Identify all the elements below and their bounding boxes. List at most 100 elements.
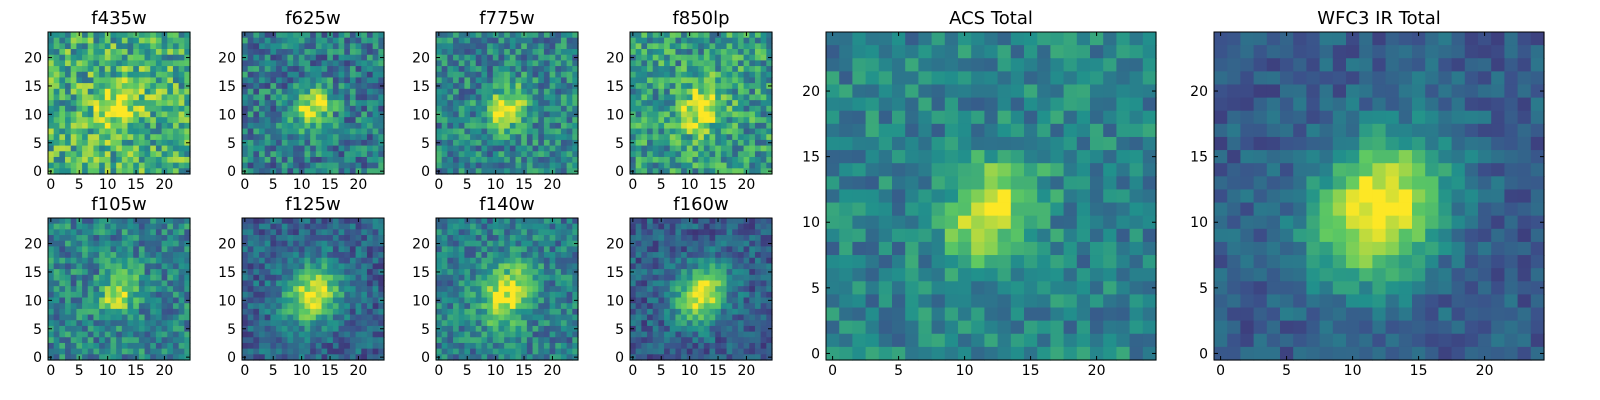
pixel (372, 134, 379, 141)
pixel (155, 88, 163, 96)
pixel (532, 337, 539, 344)
pixel (53, 32, 60, 39)
pixel (99, 286, 106, 293)
pixel (521, 342, 528, 350)
pixel (760, 43, 767, 50)
pixel (566, 151, 573, 158)
pixel (560, 325, 568, 333)
pixel (566, 43, 573, 50)
pixel (720, 94, 728, 101)
pixel (70, 223, 77, 230)
pixel (87, 162, 95, 169)
pixel (635, 83, 642, 90)
pixel (161, 49, 168, 56)
pixel (635, 94, 642, 101)
pixel (458, 83, 465, 90)
pixel (127, 88, 134, 96)
pixel (566, 156, 573, 164)
pixel (709, 246, 716, 253)
pixel (692, 223, 699, 230)
pixel (293, 111, 300, 118)
pixel (675, 49, 682, 56)
pixel (487, 43, 494, 50)
pixel (458, 128, 465, 135)
pixel (464, 88, 471, 96)
pixel (298, 246, 306, 253)
pixel (760, 168, 767, 175)
pixel (321, 235, 328, 242)
pixel (538, 94, 545, 101)
pixel (138, 145, 146, 152)
pixel (270, 246, 277, 253)
pixel (155, 229, 163, 236)
pixel (498, 43, 505, 50)
pixel (675, 162, 682, 169)
pixel (726, 128, 733, 135)
pixel (464, 105, 471, 113)
pixel (709, 218, 716, 225)
pixel (737, 297, 745, 304)
pixel (172, 32, 180, 39)
pixel (641, 229, 648, 236)
pixel (178, 342, 185, 350)
pixel (161, 139, 168, 147)
image-grid (48, 218, 191, 361)
pixel (293, 291, 300, 299)
pixel (521, 83, 528, 90)
pixel (264, 111, 271, 118)
pixel (161, 122, 168, 130)
pixel (566, 325, 573, 333)
pixel (543, 60, 551, 67)
pixel (161, 331, 168, 338)
pixel (709, 151, 716, 158)
pixel (310, 331, 317, 338)
pixel (276, 128, 283, 135)
pixel (532, 286, 539, 293)
pixel (87, 100, 95, 107)
pixel (630, 246, 637, 253)
pixel (93, 229, 100, 236)
pixel (287, 162, 294, 169)
pixel (138, 218, 146, 225)
pixel (641, 257, 648, 265)
pixel (715, 274, 722, 282)
pixel (344, 331, 351, 338)
pixel (481, 77, 488, 84)
pixel (572, 71, 579, 79)
pixel (304, 49, 311, 56)
pixel (70, 263, 77, 270)
pixel (692, 269, 699, 276)
pixel (116, 263, 123, 270)
pixel (703, 252, 711, 259)
pixel (321, 88, 328, 96)
pixel (70, 229, 77, 236)
pixel (184, 337, 191, 344)
pixel (287, 66, 294, 73)
pixel (515, 156, 522, 164)
pixel (138, 111, 146, 118)
pixel (498, 229, 505, 236)
pixel (99, 128, 106, 135)
pixel (658, 139, 665, 147)
pixel (276, 320, 283, 327)
pixel (178, 325, 185, 333)
pixel (686, 43, 694, 50)
pixel (453, 151, 460, 158)
pixel (298, 66, 306, 73)
pixel (560, 291, 568, 299)
pixel (703, 223, 711, 230)
pixel (464, 235, 471, 242)
pixel (366, 303, 374, 310)
pixel (110, 342, 117, 350)
pixel (287, 257, 294, 265)
pixel (378, 117, 385, 124)
pixel (104, 252, 112, 259)
pixel (155, 280, 163, 287)
pixel (732, 37, 739, 44)
pixel (555, 111, 562, 118)
pixel (259, 354, 266, 361)
pixel (715, 83, 722, 90)
pixel (298, 122, 306, 130)
pixel (70, 246, 77, 253)
pixel (121, 105, 129, 113)
